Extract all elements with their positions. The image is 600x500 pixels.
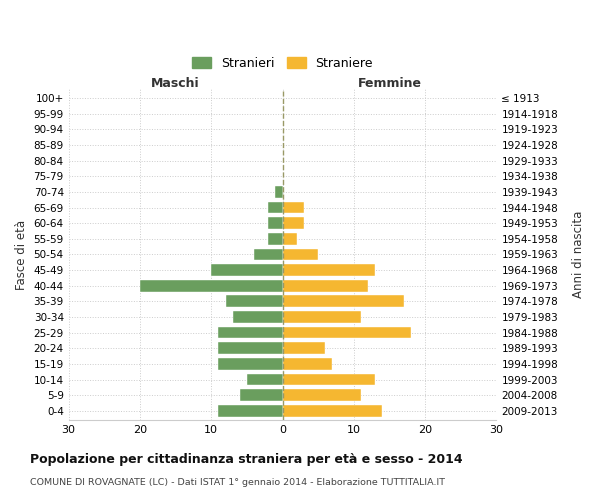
Text: Maschi: Maschi xyxy=(151,78,200,90)
Bar xyxy=(283,358,332,370)
Bar xyxy=(283,374,375,386)
Bar xyxy=(140,280,283,291)
Bar xyxy=(275,186,283,198)
Bar xyxy=(211,264,283,276)
Bar xyxy=(226,296,283,307)
Bar xyxy=(283,311,361,323)
Bar xyxy=(283,218,304,229)
Bar xyxy=(268,218,283,229)
Bar xyxy=(283,202,304,213)
Bar xyxy=(218,358,283,370)
Bar xyxy=(283,390,361,401)
Y-axis label: Anni di nascita: Anni di nascita xyxy=(572,211,585,298)
Bar xyxy=(254,248,283,260)
Bar xyxy=(218,327,283,338)
Bar xyxy=(283,280,368,291)
Bar xyxy=(283,233,297,244)
Bar xyxy=(247,374,283,386)
Bar xyxy=(218,342,283,354)
Legend: Stranieri, Straniere: Stranieri, Straniere xyxy=(187,52,378,75)
Bar xyxy=(283,264,375,276)
Bar xyxy=(268,202,283,213)
Bar xyxy=(218,405,283,416)
Bar xyxy=(240,390,283,401)
Text: Popolazione per cittadinanza straniera per età e sesso - 2014: Popolazione per cittadinanza straniera p… xyxy=(30,452,463,466)
Bar xyxy=(283,327,411,338)
Bar xyxy=(283,248,318,260)
Y-axis label: Fasce di età: Fasce di età xyxy=(15,220,28,290)
Text: COMUNE DI ROVAGNATE (LC) - Dati ISTAT 1° gennaio 2014 - Elaborazione TUTTITALIA.: COMUNE DI ROVAGNATE (LC) - Dati ISTAT 1°… xyxy=(30,478,445,487)
Bar xyxy=(233,311,283,323)
Text: Femmine: Femmine xyxy=(358,78,422,90)
Bar xyxy=(283,296,404,307)
Bar xyxy=(283,405,382,416)
Bar xyxy=(283,342,325,354)
Bar xyxy=(268,233,283,244)
